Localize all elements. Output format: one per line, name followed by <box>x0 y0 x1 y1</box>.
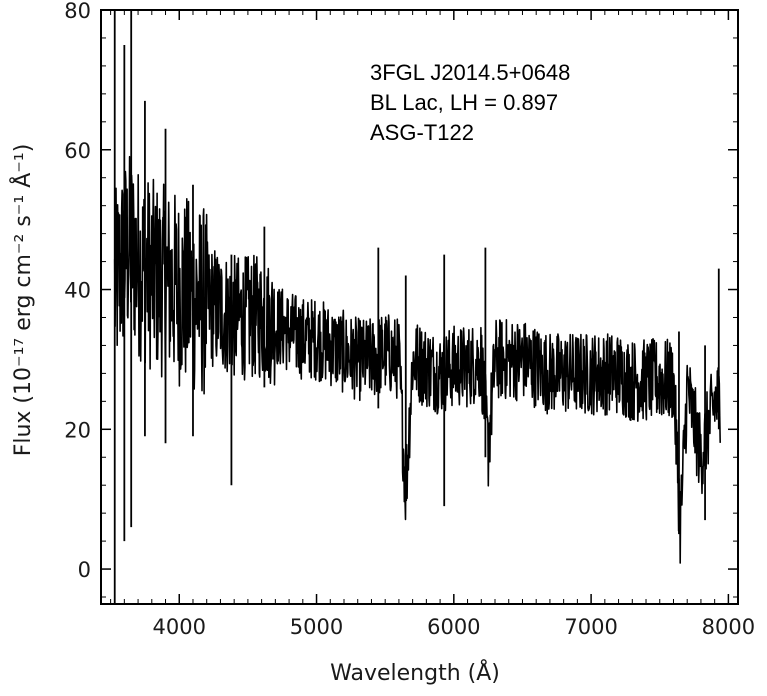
y-tick-label: 0 <box>78 558 91 582</box>
annotation-telescope-id: ASG-T122 <box>370 120 474 145</box>
x-axis-title: Wavelength (Å) <box>330 659 500 686</box>
plot-area <box>113 10 721 604</box>
x-tick-label: 6000 <box>427 615 480 639</box>
annotation-block: 3FGL J2014.5+0648 BL Lac, LH = 0.897 ASG… <box>370 60 570 145</box>
x-tick-label: 7000 <box>564 615 617 639</box>
x-tick-label: 8000 <box>702 615 755 639</box>
y-axis-title: Flux (10⁻¹⁷ erg cm⁻² s⁻¹ Å⁻¹) <box>9 144 36 457</box>
plot-frame <box>100 9 739 605</box>
annotation-source-name: 3FGL J2014.5+0648 <box>370 60 570 85</box>
axes: 4000 5000 6000 7000 8000 0 20 40 60 80 <box>64 0 755 639</box>
spectrum-line <box>113 155 721 564</box>
y-tick-label: 80 <box>64 0 91 23</box>
y-tick-label: 60 <box>64 139 91 163</box>
annotation-class-likelihood: BL Lac, LH = 0.897 <box>370 90 558 115</box>
x-tick-label: 4000 <box>153 615 206 639</box>
x-tick-label: 5000 <box>290 615 343 639</box>
y-tick-label: 40 <box>64 279 91 303</box>
y-tick-label: 20 <box>64 418 91 442</box>
